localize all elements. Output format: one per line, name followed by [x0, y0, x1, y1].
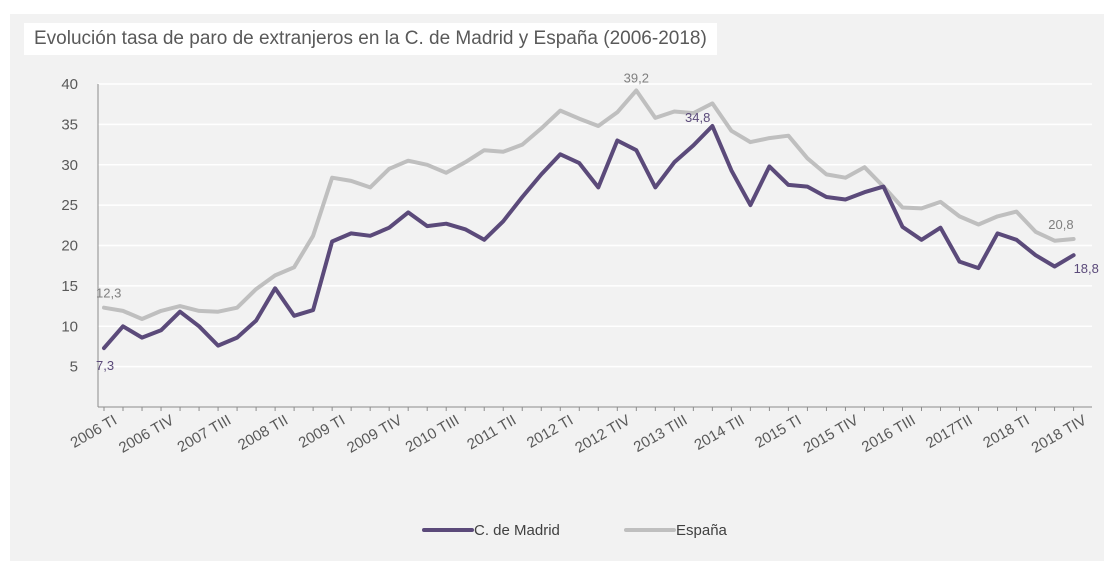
data-label: 34,8 — [685, 110, 710, 125]
x-tick-label: 2007 TIII — [175, 412, 235, 456]
x-tick-label: 2017TII — [923, 412, 976, 452]
x-tick-label: 2006 TIV — [116, 412, 177, 457]
data-label: 20,8 — [1048, 217, 1073, 232]
x-tick-label: 2015 TIV — [800, 412, 861, 457]
y-tick-label: 15 — [61, 278, 78, 295]
y-tick-label: 10 — [61, 318, 78, 335]
series-line-espana — [102, 88, 1076, 321]
data-label: 12,3 — [96, 286, 121, 301]
series-line-madrid — [102, 124, 1076, 351]
y-tick-label: 25 — [61, 197, 78, 214]
legend-label: C. de Madrid — [474, 522, 560, 539]
y-tick-label: 30 — [61, 157, 78, 174]
chart-title: Evolución tasa de paro de extranjeros en… — [24, 23, 717, 55]
x-tick-label: 2018 TI — [980, 412, 1032, 452]
data-label: 18,8 — [1074, 261, 1099, 276]
x-tick-label: 2009 TI — [296, 412, 348, 452]
x-tick-label: 2012 TI — [524, 412, 576, 452]
y-tick-label: 20 — [61, 238, 78, 255]
x-tick-label: 2011 TII — [464, 412, 519, 454]
x-tick-label: 2015 TI — [752, 412, 804, 452]
x-tick-label: 2008 TII — [235, 412, 291, 454]
legend-label: España — [676, 522, 728, 539]
legend: C. de Madrid España — [422, 522, 728, 539]
y-tick-label: 35 — [61, 116, 78, 133]
data-labels: 7,3 34,8 18,8 12,3 39,2 20,8 — [96, 70, 1099, 373]
data-label: 39,2 — [624, 70, 649, 85]
x-tick-label: 2010 TIII — [403, 412, 463, 456]
x-tick-label: 2014 TII — [691, 412, 747, 454]
axes — [97, 84, 1092, 411]
x-tick-label: 2013 TIII — [631, 412, 691, 456]
x-tick-label: 2018 TIV — [1029, 412, 1090, 457]
x-tick-label: 2006 TI — [68, 412, 120, 452]
y-tick-label: 40 — [61, 76, 78, 93]
chart-background — [10, 14, 1104, 561]
y-tick-label: 5 — [70, 359, 78, 376]
x-tick-label: 2009 TIV — [344, 412, 405, 457]
y-tick-labels: 5 10 15 20 25 30 35 40 — [61, 76, 78, 376]
data-label: 7,3 — [96, 358, 114, 373]
x-tick-label: 2012 TIV — [572, 412, 633, 457]
series-lines — [102, 88, 1076, 351]
x-tick-label: 2016 TIII — [859, 412, 919, 456]
